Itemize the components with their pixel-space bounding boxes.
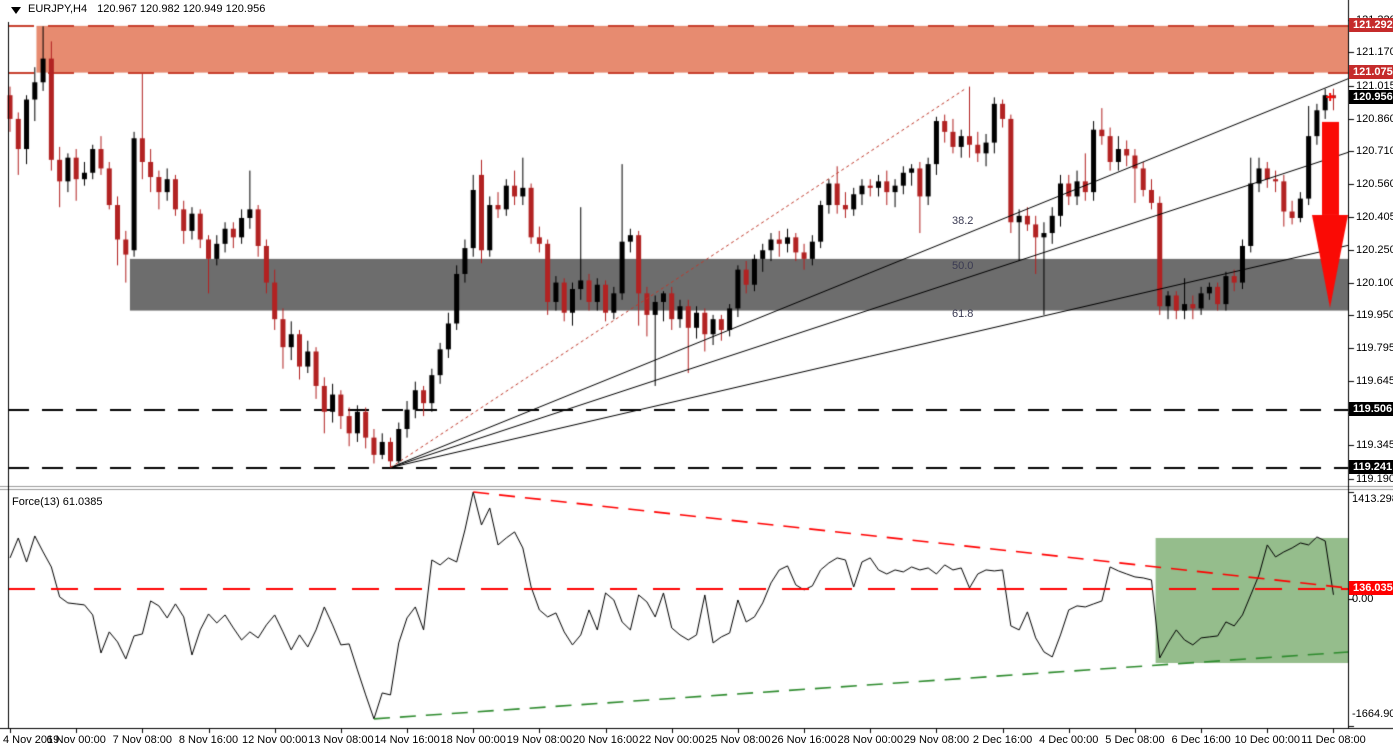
symbol-quotes: 120.967 120.982 120.949 120.956 (97, 3, 266, 15)
indicator-label: Force(13) 61.0385 (12, 496, 103, 508)
symbol-name: EURJPY,H4 (28, 3, 88, 15)
symbol-info: EURJPY,H4 120.967 120.982 120.949 120.956 (28, 3, 265, 15)
symbol-dropdown-icon[interactable] (11, 7, 21, 14)
